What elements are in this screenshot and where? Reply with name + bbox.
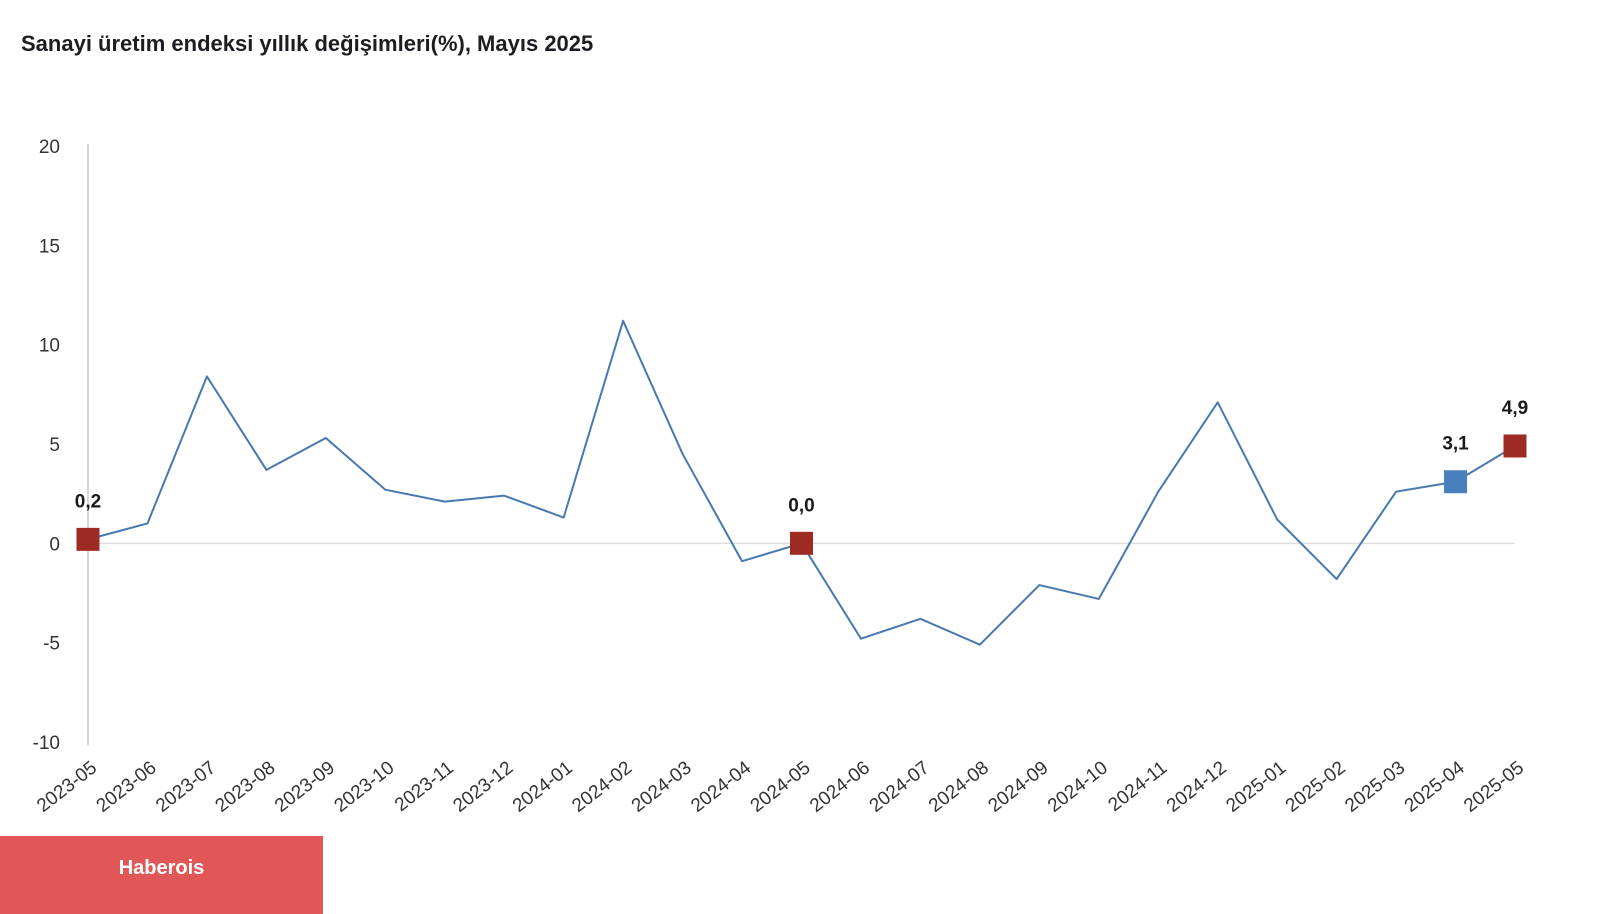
x-tick-label: 2024-08 <box>925 757 993 816</box>
data-point-marker <box>76 527 100 551</box>
x-tick-label: 2023-07 <box>152 757 220 816</box>
x-tick-label: 2023-05 <box>33 757 101 816</box>
x-tick-label: 2025-04 <box>1401 757 1469 817</box>
x-tick-label: 2023-06 <box>93 757 161 816</box>
x-tick-label: 2023-10 <box>330 757 398 816</box>
x-tick-label: 2023-12 <box>449 757 517 816</box>
x-tick-label: 2023-09 <box>271 757 339 816</box>
y-tick-label: 15 <box>39 236 60 257</box>
data-point-marker <box>790 531 813 555</box>
y-tick-label: 5 <box>49 435 60 456</box>
data-point-label: 4,9 <box>1502 398 1528 419</box>
series-line <box>87 319 1516 646</box>
x-tick-label: 2024-12 <box>1163 757 1231 816</box>
data-point-marker <box>1444 470 1468 494</box>
x-tick-label: 2025-02 <box>1282 757 1350 816</box>
y-tick-label: 10 <box>39 336 60 357</box>
x-tick-label: 2024-03 <box>628 757 696 816</box>
x-tick-label: 2023-08 <box>212 757 280 816</box>
x-tick-label: 2025-03 <box>1341 757 1409 816</box>
x-tick-label: 2024-06 <box>806 757 874 816</box>
x-tick-label: 2024-02 <box>568 757 636 816</box>
x-tick-label: 2024-07 <box>866 757 934 816</box>
x-tick-label: 2024-04 <box>687 757 755 817</box>
x-tick-label: 2024-11 <box>1105 757 1172 816</box>
brand-badge: Haberois <box>0 836 323 914</box>
y-tick-label: -10 <box>33 733 60 754</box>
x-tick-label: 2024-10 <box>1044 757 1112 816</box>
data-point-marker <box>1503 434 1527 458</box>
data-point-label: 0,0 <box>788 495 814 516</box>
y-tick-label: 0 <box>49 534 60 555</box>
y-tick-label: -5 <box>43 634 60 655</box>
chart-title: Sanayi üretim endeksi yıllık değişimleri… <box>21 31 594 56</box>
y-tick-label: 20 <box>39 137 60 158</box>
x-tick-label: 2025-01 <box>1222 757 1290 816</box>
data-point-label: 3,1 <box>1442 434 1469 455</box>
x-tick-label: 2024-09 <box>985 757 1053 816</box>
brand-label: Haberois <box>118 856 205 879</box>
data-point-label: 0,2 <box>75 491 101 512</box>
x-tick-label: 2023-11 <box>391 757 458 816</box>
x-tick-label: 2024-05 <box>747 757 815 816</box>
x-tick-label: 2024-01 <box>509 757 577 816</box>
x-tick-label: 2025-05 <box>1460 757 1528 816</box>
